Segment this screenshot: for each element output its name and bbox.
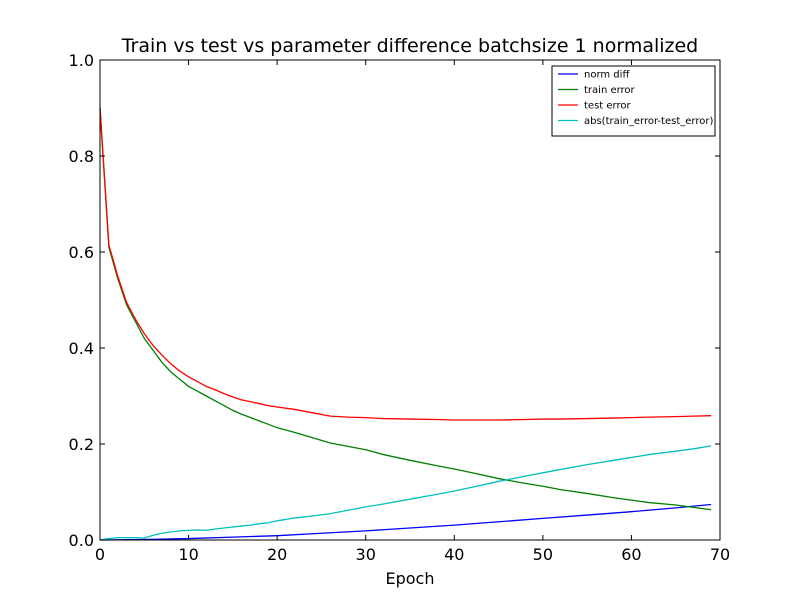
y-tick-label: 0.0 <box>69 531 94 550</box>
x-tick-label: 60 <box>621 545 641 564</box>
y-tick-label: 0.8 <box>69 147 94 166</box>
chart-title: Train vs test vs parameter difference ba… <box>121 35 699 57</box>
axes: 0 10 20 30 40 50 60 70 0.0 0.2 0.4 0.6 0.8 1.0 <box>69 51 731 564</box>
x-tick-label: 0 <box>95 545 105 564</box>
y-tick-label: 0.6 <box>69 243 94 262</box>
legend-box <box>551 65 716 137</box>
series-line-1 <box>99 107 712 511</box>
plot-frame <box>99 59 721 541</box>
legend-label-3: abs(train_error-test_error) <box>584 116 713 127</box>
x-axis-label: Epoch <box>386 569 435 588</box>
x-tick-label: 10 <box>178 545 198 564</box>
x-tick-label: 70 <box>710 545 730 564</box>
x-tick-label: 20 <box>267 545 287 564</box>
legend-label-1: train error <box>584 85 636 96</box>
y-tick-label: 0.2 <box>69 435 94 454</box>
y-tick-label: 1.0 <box>69 51 94 70</box>
legend-label-0: norm diff <box>584 70 630 81</box>
plot-lines <box>99 107 712 541</box>
series-line-0 <box>99 503 712 541</box>
legend: norm diff train error test error abs(train_… <box>551 65 716 137</box>
series-line-2 <box>99 107 712 421</box>
x-tick-label: 30 <box>356 545 376 564</box>
series-line-3 <box>99 445 712 541</box>
x-tick-label: 50 <box>533 545 553 564</box>
y-tick-label: 0.4 <box>69 339 94 358</box>
legend-label-2: test error <box>584 101 631 112</box>
x-tick-label: 40 <box>444 545 464 564</box>
